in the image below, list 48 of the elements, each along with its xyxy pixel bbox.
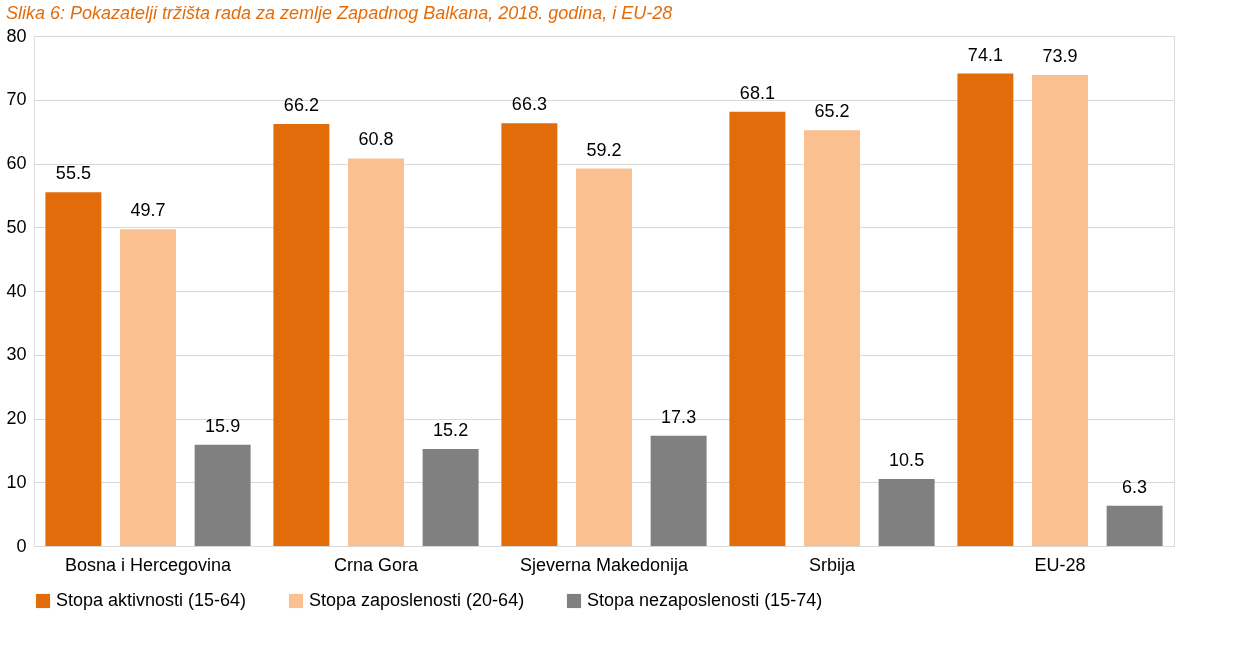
- y-tick-label: 60: [6, 153, 27, 173]
- data-label: 6.3: [1122, 476, 1148, 497]
- data-label: 65.2: [814, 101, 850, 122]
- data-label: 73.9: [1042, 45, 1078, 66]
- data-label: 15.9: [205, 415, 241, 436]
- legend-label: Stopa nezaposlenosti (15-74): [587, 590, 823, 610]
- y-tick-label: 70: [6, 89, 27, 110]
- chart-title: Slika 6: Pokazatelji tržišta rada za zemlje Zapadnog Balkana, 2018. godina, i EU-28: [5, 3, 673, 23]
- y-tick-label: 20: [6, 408, 27, 428]
- bar: [501, 123, 558, 546]
- bar: [45, 192, 102, 546]
- bar: [348, 158, 404, 546]
- x-tick-label: Crna Gora: [333, 554, 419, 575]
- bar: [804, 130, 860, 546]
- y-tick-label: 40: [6, 280, 27, 301]
- bar: [878, 479, 935, 546]
- legend-label: Stopa zaposlenosti (20-64): [309, 590, 525, 610]
- legend-label: Stopa aktivnosti (15-64): [56, 590, 247, 610]
- bar: [729, 111, 786, 546]
- y-tick-label: 0: [16, 535, 27, 556]
- data-label: 10.5: [889, 450, 925, 471]
- data-label: 66.2: [283, 94, 319, 115]
- data-label: 15.2: [433, 420, 469, 441]
- x-tick-label: Sjeverna Makedonija: [519, 554, 690, 575]
- bar: [576, 168, 632, 546]
- data-label: 66.3: [511, 94, 547, 115]
- y-tick-label: 30: [6, 344, 27, 365]
- bar: [273, 123, 330, 546]
- x-tick-label: Srbija: [808, 554, 856, 575]
- data-label: 59.2: [586, 139, 622, 160]
- data-label: 17.3: [661, 406, 697, 427]
- y-tick-label: 10: [6, 471, 27, 492]
- data-label: 74.1: [967, 44, 1003, 65]
- data-label: 60.8: [358, 129, 394, 150]
- y-tick-label: 80: [6, 25, 27, 46]
- bar: [650, 435, 707, 546]
- data-label: 49.7: [130, 200, 166, 221]
- y-tick-label: 50: [6, 216, 27, 237]
- bar: [957, 73, 1014, 546]
- bar: [422, 449, 479, 546]
- data-label: 68.1: [739, 82, 775, 103]
- data-label: 55.5: [55, 163, 91, 184]
- bar: [194, 444, 251, 546]
- x-tick-label: Bosna i Hercegovina: [64, 554, 233, 575]
- bar: [120, 229, 176, 546]
- bar: [1106, 505, 1163, 546]
- bar: [1032, 74, 1088, 546]
- x-tick-label: EU-28: [1034, 554, 1086, 575]
